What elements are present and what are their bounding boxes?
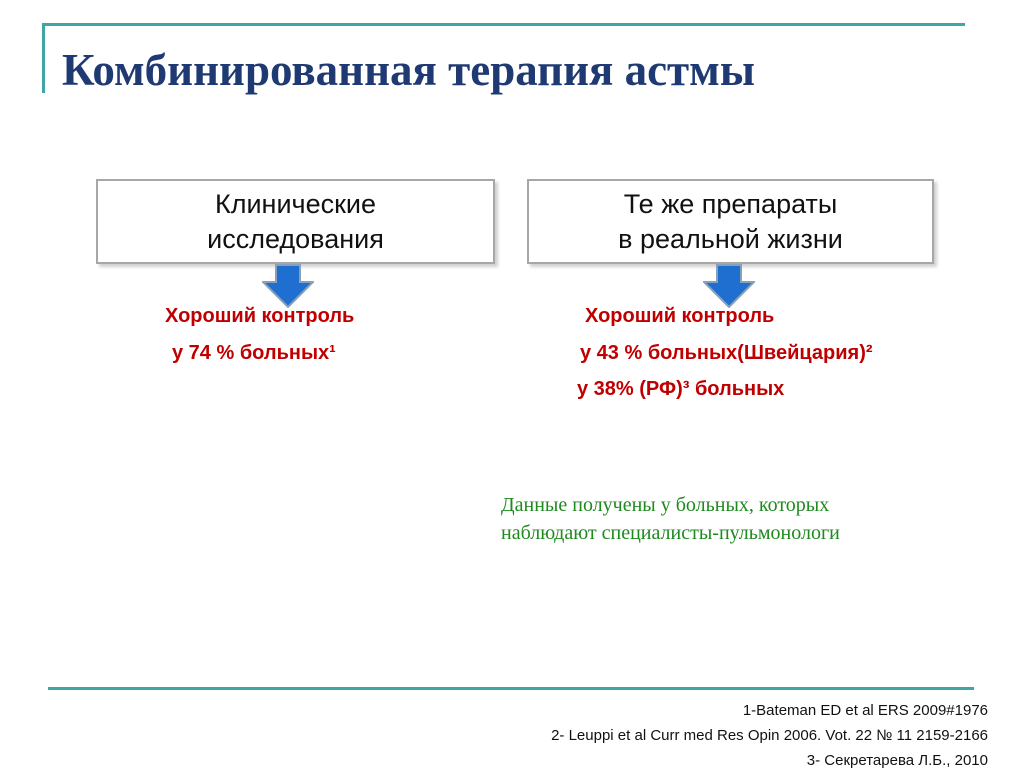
reference-item: 1-Bateman ED et al ERS 2009#1976 — [742, 702, 988, 719]
box-line: Клинические — [214, 188, 377, 219]
box-line: в реальной жизни — [618, 223, 843, 254]
right-result-value-ch: у 43 % больных(Швейцария)² — [580, 342, 873, 364]
slide-title: Комбинированная терапия астмы — [62, 45, 755, 95]
reference-item: 2- Leuppi et al Curr med Res Opin 2006. … — [551, 727, 988, 744]
down-arrow-icon — [262, 264, 314, 308]
note-line: наблюдают специалисты-пульмонологи — [501, 522, 840, 544]
reference-item: 3- Секретарева Л.Б., 2010 — [806, 752, 988, 769]
note-line: Данные получены у больных, которых — [501, 494, 830, 516]
right-result-value-rf: у 38% (РФ)³ больных — [577, 378, 785, 400]
clinical-trials-box: Клинические исследования — [96, 179, 495, 264]
top-accent-line — [42, 23, 965, 26]
real-life-box: Те же препараты в реальной жизни — [527, 179, 934, 264]
references: 1-Bateman ED et al ERS 2009#1976 2- Leup… — [551, 698, 988, 773]
right-result-title: Хороший контроль — [585, 305, 775, 327]
left-result-title: Хороший контроль — [165, 305, 355, 327]
box-line: исследования — [207, 223, 384, 254]
down-arrow-icon — [703, 264, 755, 308]
bottom-accent-line — [48, 687, 974, 690]
box-line: Те же препараты — [623, 188, 838, 219]
left-result-value: у 74 % больных¹ — [172, 342, 336, 364]
left-accent-line — [42, 23, 45, 93]
